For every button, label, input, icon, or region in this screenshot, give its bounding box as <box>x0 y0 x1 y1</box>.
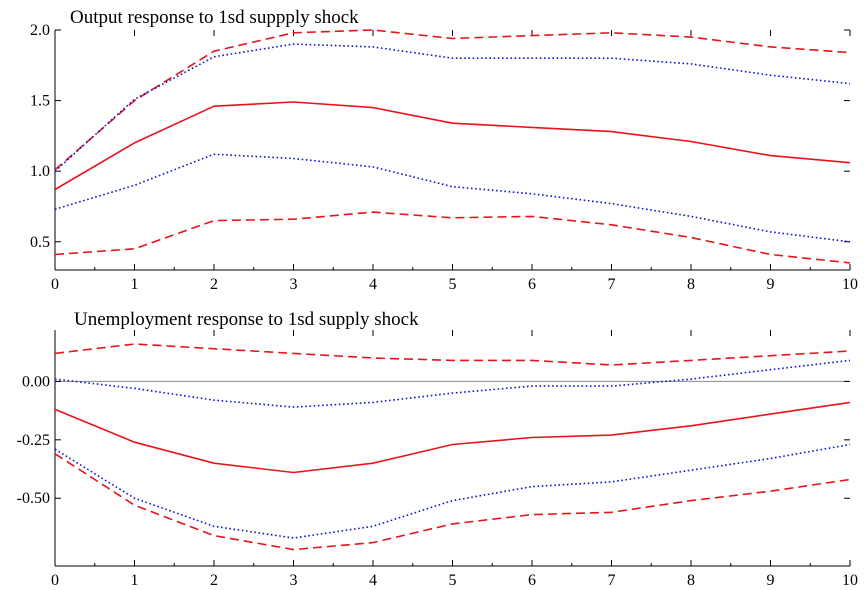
x-tick-label: 6 <box>528 572 536 589</box>
x-tick-label: 10 <box>842 276 858 293</box>
x-tick-label: 8 <box>687 572 695 589</box>
y-tick-label: 2.0 <box>30 22 50 39</box>
x-tick-label: 7 <box>608 572 616 589</box>
series-upper-band-2-line <box>54 29 851 171</box>
x-tick-label: 3 <box>290 572 298 589</box>
x-tick-label: 1 <box>131 572 139 589</box>
series-point-estimate-line <box>54 101 851 191</box>
y-tick-label: 0.00 <box>22 373 50 390</box>
y-tick-label: 0.5 <box>30 234 50 251</box>
series-upper-band-1-line <box>54 43 851 172</box>
x-tick-label: 9 <box>767 572 775 589</box>
x-tick-label: 4 <box>369 276 377 293</box>
output-response-panel: Output response to 1sd suppply shock 0 1 2… <box>30 7 858 293</box>
x-tick-label: 9 <box>767 276 775 293</box>
series-upper-band-2-line <box>54 343 851 366</box>
x-tick-label: 1 <box>131 276 139 293</box>
series-upper-band-1-line <box>54 359 851 408</box>
y-tick-label: 1.5 <box>30 93 50 110</box>
x-tick-label: 2 <box>210 572 218 589</box>
x-tick-label: 5 <box>449 276 457 293</box>
x-tick-label: 0 <box>51 572 59 589</box>
x-tick-label: 4 <box>369 572 377 589</box>
x-tick-label: 6 <box>528 276 536 293</box>
x-tick-label: 7 <box>608 276 616 293</box>
y-tick-label: -0.50 <box>17 490 50 507</box>
x-tick-label: 2 <box>210 276 218 293</box>
x-tick-label: 0 <box>51 276 59 293</box>
series-lower-band-1-line <box>54 153 851 243</box>
unemployment-response-panel: Unemployment response to 1sd supply shoc… <box>17 309 858 589</box>
panel-title: Unemployment response to 1sd supply shoc… <box>74 309 419 330</box>
y-tick-label: 1.0 <box>30 163 50 180</box>
series-lower-band-2-line <box>54 211 851 264</box>
series-point-estimate-line <box>54 401 851 474</box>
x-tick-label: 8 <box>687 276 695 293</box>
panel-title: Output response to 1sd suppply shock <box>70 7 359 28</box>
x-tick-label: 3 <box>290 276 298 293</box>
series-lower-band-1-line <box>54 443 851 539</box>
y-tick-label: -0.25 <box>17 432 50 449</box>
series-lower-band-2-line <box>54 453 851 551</box>
x-tick-label: 10 <box>842 572 858 589</box>
x-tick-label: 5 <box>449 572 457 589</box>
